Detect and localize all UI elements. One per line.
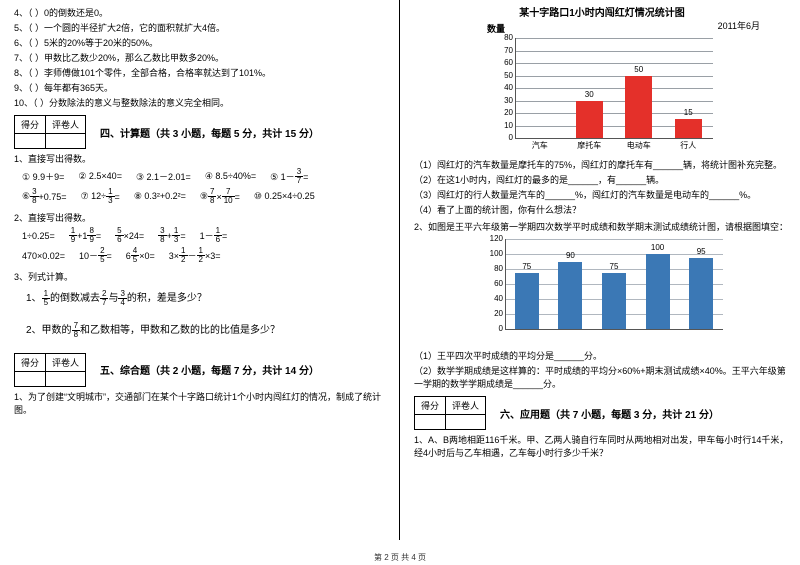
y-tick: 0	[509, 133, 513, 142]
y-tick: 0	[499, 324, 503, 333]
question-line: （1）王平四次平时成绩的平均分是______分。	[414, 349, 790, 362]
calc-item: ⑩ 0.25×4÷0.25	[254, 191, 315, 202]
calc-item: 1－16=	[200, 227, 228, 244]
y-tick: 70	[504, 46, 513, 55]
chart1-title: 某十字路口1小时内闯红灯情况统计图	[414, 4, 790, 19]
y-tick: 80	[504, 33, 513, 42]
y-tick: 30	[504, 96, 513, 105]
calc-item: ⑨ 78×710=	[200, 188, 240, 205]
question-line: （2）数学学期成绩是这样算的：平时成绩的平均分×60%+期末测试成绩×40%。王…	[414, 364, 790, 390]
tf-item: 10、（ ）分数除法的意义与整数除法的意义完全相同。	[14, 96, 389, 109]
y-tick: 60	[504, 58, 513, 67]
calc-item: ③ 2.1－2.01=	[136, 170, 191, 183]
tf-item: 4、（ ）0的倒数还是0。	[14, 6, 389, 19]
app-1: 1、A、B两地相距116千米。甲、乙两人骑自行车同时从两地相对出发，甲车每小时行…	[414, 433, 790, 459]
q2-label: 2、如图是王平六年级第一学期四次数学平时成绩和数学期末测试成绩统计图，请根据图填…	[414, 220, 790, 233]
bar-value: 30	[576, 90, 603, 99]
calc2-label: 2、直接写出得数。	[14, 211, 389, 224]
calc3-label: 3、列式计算。	[14, 270, 389, 283]
bar-value: 90	[558, 251, 582, 260]
question-line: （1）闯红灯的汽车数量是摩托车的75%，闯红灯的摩托车有______辆，将统计图…	[414, 158, 790, 171]
bar-value: 75	[602, 262, 626, 271]
question-line: （2）在这1小时内，闯红灯的最多的是______，有______辆。	[414, 173, 790, 186]
bar	[576, 101, 603, 139]
y-tick: 40	[494, 294, 503, 303]
y-tick: 40	[504, 83, 513, 92]
bar	[646, 254, 670, 329]
bar-value: 15	[675, 108, 702, 117]
calc1-label: 1、直接写出得数。	[14, 152, 389, 165]
section-5-title: 五、综合题（共 2 小题，每题 7 分，共计 14 分）	[100, 362, 319, 377]
axis-label: 数量	[487, 22, 505, 35]
tf-item: 5、（ ）一个圆的半径扩大2倍，它的面积就扩大4倍。	[14, 21, 389, 34]
y-tick: 120	[490, 234, 503, 243]
section-4-title: 四、计算题（共 3 小题，每题 5 分，共计 15 分）	[100, 125, 319, 140]
right-column: 某十字路口1小时内闯红灯情况统计图 2011年6月 数量 0 10 20 30 40 50 6…	[400, 0, 800, 540]
y-tick: 100	[490, 249, 503, 258]
calc3-1: 1、15的倒数减去27与34的积，差是多少？	[26, 289, 389, 307]
calc-item: 19+189=	[69, 227, 101, 244]
chart1: 数量01020304050607080汽车30摩托车50电动车15行人	[487, 34, 717, 154]
calc-item: ⑥ 38+0.75=	[22, 188, 67, 205]
bar-value: 50	[625, 65, 652, 74]
tf-item: 7、（ ）甲数比乙数少20%，那么乙数比甲数多20%。	[14, 51, 389, 64]
bar	[675, 119, 702, 138]
y-tick: 60	[494, 279, 503, 288]
tf-item: 9、（ ）每年都有365天。	[14, 81, 389, 94]
bar	[602, 273, 626, 329]
score-box-6: 得分 评卷人 六、应用题（共 7 小题，每题 3 分，共计 21 分）	[414, 396, 790, 430]
y-tick: 80	[494, 264, 503, 273]
section-6-title: 六、应用题（共 7 小题，每题 3 分，共计 21 分）	[500, 406, 719, 421]
left-column: 4、（ ）0的倒数还是0。 5、（ ）一个圆的半径扩大2倍，它的面积就扩大4倍。 6…	[0, 0, 400, 540]
calc-item: 1÷0.25=	[22, 231, 55, 241]
calc-item: 3×12－12×3=	[169, 247, 221, 264]
bar	[515, 273, 539, 329]
score-h1: 得分	[15, 116, 46, 134]
x-tick: 电动车	[614, 140, 664, 151]
tf-item: 6、（ ）5米的20%等于20米的50%。	[14, 36, 389, 49]
bar-value: 75	[515, 262, 539, 271]
calc-item: ⑧ 0.3²+0.2²=	[134, 191, 186, 202]
calc-item: 470×0.02=	[22, 251, 65, 261]
x-tick: 摩托车	[565, 140, 615, 151]
chart1-subtitle: 2011年6月	[414, 19, 790, 32]
y-tick: 10	[504, 121, 513, 130]
calc-item: ② 2.5×40=	[78, 171, 122, 182]
y-tick: 50	[504, 71, 513, 80]
question-line: （4）看了上面的统计图，你有什么想法？	[414, 203, 790, 216]
comp-1: 1、为了创建“文明城市”，交通部门在某个十字路口统计1个小时内闯红灯的情况，制成…	[14, 390, 389, 416]
bar-value: 95	[689, 247, 713, 256]
tf-item: 8、（ ）李师傅做101个零件，全部合格，合格率就达到了101%。	[14, 66, 389, 79]
bar	[558, 262, 582, 330]
calc-item: ④ 8.5÷40%=	[205, 171, 256, 182]
bar-value: 100	[646, 243, 670, 252]
score-box-5: 得分 评卷人 五、综合题（共 2 小题，每题 7 分，共计 14 分）	[14, 353, 389, 387]
y-tick: 20	[494, 309, 503, 318]
bar	[689, 258, 713, 329]
calc-item: ⑦ 12÷13=	[81, 188, 120, 205]
score-box-4: 得分 评卷人 四、计算题（共 3 小题，每题 5 分，共计 15 分）	[14, 115, 389, 149]
x-tick: 行人	[664, 140, 714, 151]
y-tick: 20	[504, 108, 513, 117]
calc3-2: 2、甲数的78和乙数相等，甲数和乙数的比的比值是多少？	[26, 321, 389, 339]
calc-item: 56×24=	[115, 227, 144, 244]
calc-item: 10－25=	[79, 247, 112, 264]
chart2: 0 20 40 60 80 100 120 75 90 75 100 95	[477, 235, 727, 345]
score-h2: 评卷人	[46, 116, 86, 134]
calc-item: 645×0=	[126, 247, 155, 264]
calc-item: ① 9.9＋9=	[22, 170, 64, 183]
question-line: （3）闯红灯的行人数量是汽车的______%，闯红灯的汽车数量是电动车的____…	[414, 188, 790, 201]
calc-item: 38+13=	[158, 227, 185, 244]
page-footer: 第 2 页 共 4 页	[0, 552, 800, 563]
x-tick: 汽车	[515, 140, 565, 151]
calc-item: ⑤ 1－37=	[270, 168, 308, 185]
bar	[625, 76, 652, 139]
